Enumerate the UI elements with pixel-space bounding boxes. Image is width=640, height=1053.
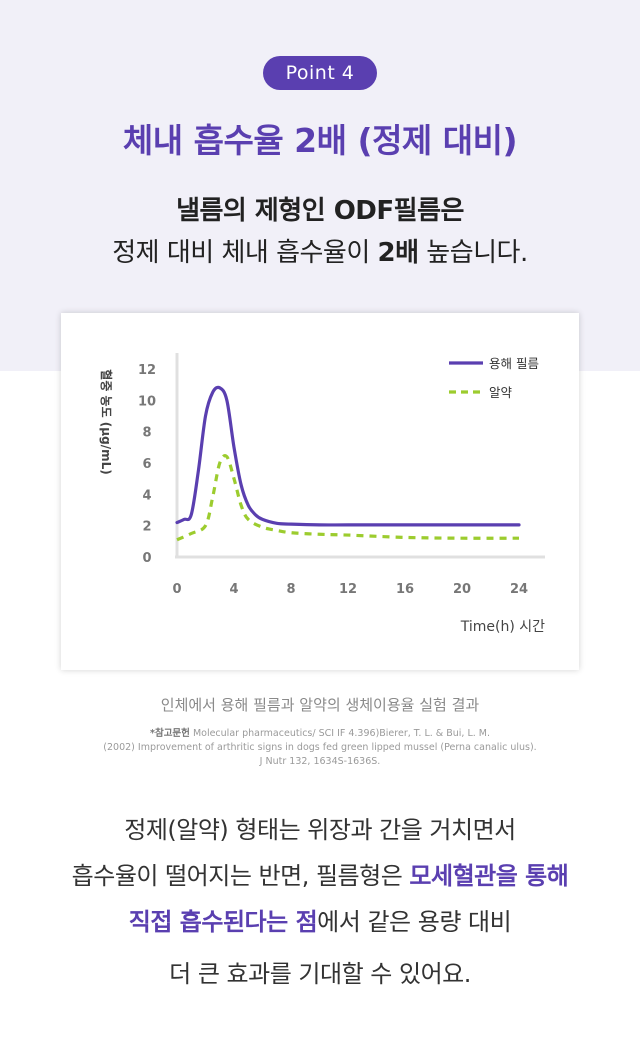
legend-label-1: 용해 필름 — [489, 356, 539, 371]
subtitle-line-2-pre: 정제 대비 체내 흡수율이 — [112, 238, 378, 268]
body-line-2-pre: 흡수율이 떨어지는 반면, 필름형은 — [71, 862, 410, 890]
subtitle-line-1: 낼름의 제형인 ODF필름은 — [176, 196, 464, 226]
x-tick-label: 8 — [286, 582, 295, 597]
y-tick-label: 2 — [142, 520, 151, 535]
reference-label: *참고문헌 — [149, 728, 190, 739]
y-tick-label: 0 — [142, 551, 151, 566]
reference-line-2: (2002) Improvement of arthritic signs in… — [103, 742, 537, 753]
point-badge: Point 4 — [263, 56, 377, 90]
chart-caption: 인체에서 용해 필름과 알약의 생체이용율 실험 결과 — [160, 696, 480, 714]
body-line-4: 더 큰 효과를 기대할 수 있어요. — [169, 960, 471, 988]
x-axis-label: Time(h) 시간 — [460, 619, 545, 635]
body-highlight-direct: 직접 흡수된다는 점 — [128, 908, 318, 936]
y-axis-label: 혈중 농도 (μg/mL) — [99, 369, 114, 474]
subtitle-line-2-bold: 2배 — [377, 238, 420, 268]
reference-text-1: Molecular pharmaceutics/ SCI IF 4.396)Bi… — [189, 728, 491, 739]
series-line-2 — [176, 454, 520, 542]
x-tick-label: 12 — [339, 582, 357, 597]
x-tick-label: 0 — [172, 582, 181, 597]
subtitle-line-2: 정제 대비 체내 흡수율이 2배 높습니다. — [0, 232, 640, 269]
series-line-1 — [175, 385, 521, 527]
x-tick-label: 24 — [510, 582, 528, 597]
x-tick-label: 20 — [453, 582, 471, 597]
chart-card: 0 2 4 6 8 10 12 0 4 8 12 16 20 24 혈중 농도 (μg/mL) Time(h)… — [61, 313, 579, 670]
x-tick-label: 4 — [229, 582, 238, 597]
subtitle-line-2-post: 높습니다. — [418, 238, 528, 268]
y-tick-label: 4 — [142, 488, 151, 503]
body-line-3-post: 에서 같은 용량 대비 — [317, 908, 512, 936]
y-tick-label: 10 — [138, 394, 156, 409]
y-tick-label: 8 — [142, 426, 151, 441]
y-tick-label: 12 — [138, 363, 156, 378]
headline: 체내 흡수율 2배 (정제 대비) — [122, 121, 518, 160]
body-highlight-capillary: 모세혈관을 통해 — [409, 862, 569, 890]
body-line-1: 정제(알약) 형태는 위장과 간을 거치면서 — [124, 816, 516, 844]
legend-label-2: 알약 — [489, 385, 513, 400]
reference-line-1: *참고문헌 Molecular pharmaceutics/ SCI IF 4.… — [100, 727, 540, 741]
body-line-3: 직접 흡수된다는 점에서 같은 용량 대비 — [0, 902, 640, 937]
body-line-2: 흡수율이 떨어지는 반면, 필름형은 모세혈관을 통해 — [0, 856, 640, 891]
y-tick-label: 6 — [142, 457, 151, 472]
x-tick-label: 16 — [396, 582, 414, 597]
reference-line-3: J Nutr 132, 1634S-1636S. — [259, 756, 381, 767]
